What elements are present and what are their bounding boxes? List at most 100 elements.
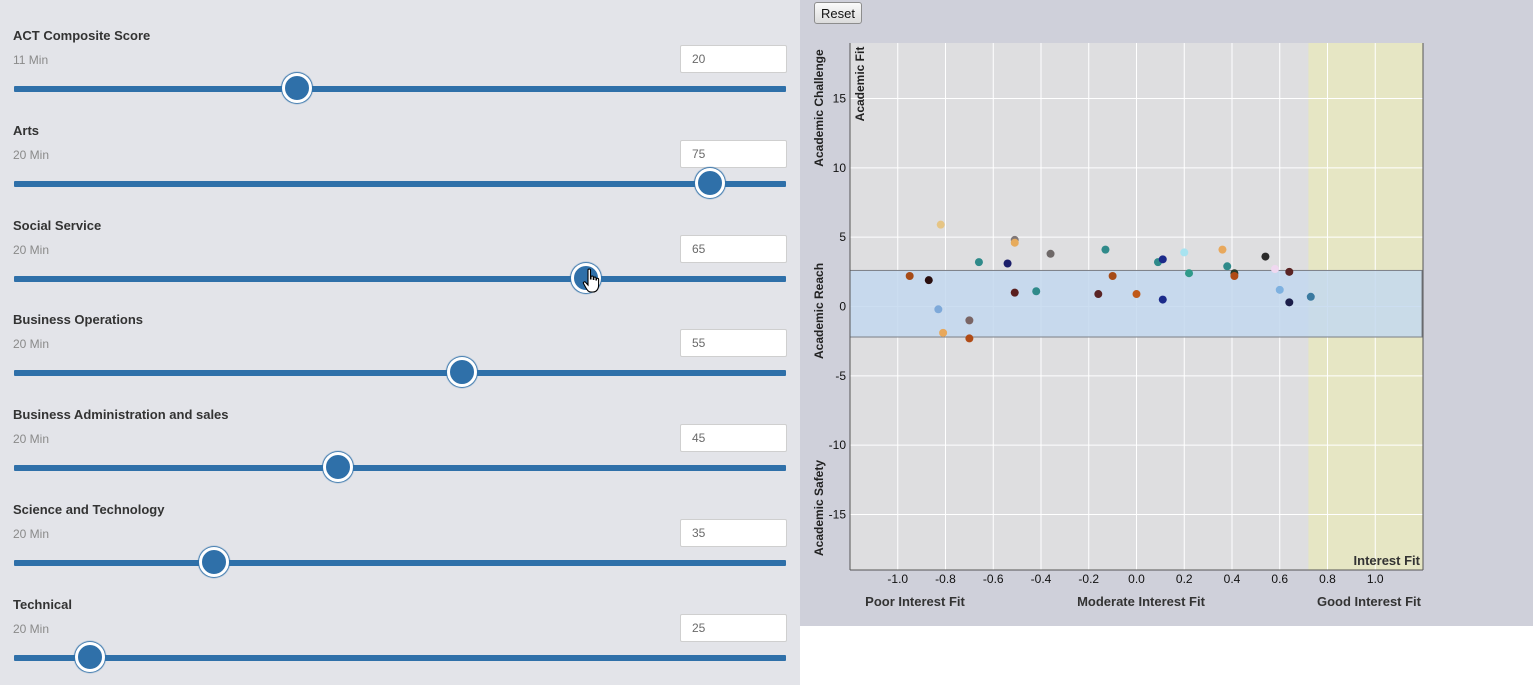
college-point bbox=[1218, 245, 1227, 254]
y-tick-label: 10 bbox=[833, 161, 847, 175]
slider-thumb[interactable] bbox=[694, 167, 725, 198]
slider-track[interactable] bbox=[14, 167, 786, 198]
reset-button[interactable]: Reset bbox=[814, 2, 862, 24]
academic-fit-label: Academic Fit bbox=[853, 47, 867, 122]
slider-value-input[interactable] bbox=[680, 613, 787, 642]
college-point bbox=[1306, 292, 1315, 301]
moderate-interest-fit-label: Moderate Interest Fit bbox=[1077, 594, 1206, 609]
college-point bbox=[1158, 295, 1167, 304]
college-point bbox=[1180, 248, 1189, 257]
slider-block: Social Service 20 Min bbox=[0, 198, 800, 293]
college-point bbox=[1285, 267, 1294, 276]
slider-thumb[interactable] bbox=[281, 73, 312, 103]
college-point bbox=[924, 276, 933, 285]
slider-min-label: 20 Min bbox=[13, 432, 50, 447]
x-tick-label: 0.4 bbox=[1224, 572, 1241, 586]
x-tick-label: 0.8 bbox=[1319, 572, 1336, 586]
college-point bbox=[1275, 285, 1284, 294]
slider-block: Arts 20 Min bbox=[0, 103, 800, 198]
fit-scatter-chart: -1.0 -0.8 -0.6 -0.4 -0.2 0.0 0.2 0.4 0.6 0.8 1.0 15… bbox=[812, 43, 1424, 609]
slider-track[interactable] bbox=[14, 547, 786, 577]
slider-value-input[interactable] bbox=[680, 234, 787, 263]
slider-min-label: 20 Min bbox=[13, 242, 50, 257]
y-tick-label: -10 bbox=[829, 438, 847, 452]
chart-panel: Reset -1.0 -0.8 -0.6 -0.4 -0.2 0.0 0.2 0.4 0.6 0.… bbox=[800, 0, 1533, 626]
x-tick-label: -0.4 bbox=[1031, 572, 1052, 586]
poor-interest-fit-label: Poor Interest Fit bbox=[865, 594, 965, 609]
academic-challenge-label: Academic Challenge bbox=[812, 49, 826, 167]
college-point bbox=[1101, 245, 1110, 254]
slider-block: Science and Technology 20 Min bbox=[0, 482, 800, 577]
slider-track[interactable] bbox=[14, 357, 786, 388]
slider-min-label: 20 Min bbox=[13, 147, 50, 162]
slider-thumb[interactable] bbox=[198, 547, 229, 577]
y-tick-label: -15 bbox=[829, 508, 847, 522]
college-point bbox=[1094, 290, 1103, 299]
slider-thumb[interactable] bbox=[446, 357, 477, 388]
college-point bbox=[1046, 249, 1055, 258]
college-point bbox=[905, 271, 914, 280]
college-point bbox=[1003, 259, 1012, 268]
slider-block: Business Operations 20 Min bbox=[0, 292, 800, 388]
x-tick-label: -0.8 bbox=[935, 572, 956, 586]
slider-label: Technical bbox=[13, 596, 73, 612]
y-tick-label: 0 bbox=[839, 300, 846, 314]
slider-thumb[interactable] bbox=[323, 452, 354, 483]
x-tick-label: -0.6 bbox=[983, 572, 1004, 586]
slider-min-label: 20 Min bbox=[13, 337, 50, 352]
x-tick-label: 0.6 bbox=[1271, 572, 1288, 586]
slider-label: Business Operations bbox=[13, 312, 144, 328]
slider-track[interactable] bbox=[14, 73, 786, 103]
slider-label: ACT Composite Score bbox=[13, 28, 151, 43]
good-interest-fit-label: Good Interest Fit bbox=[1317, 594, 1422, 609]
college-point bbox=[965, 316, 974, 325]
slider-label: Social Service bbox=[13, 217, 102, 233]
x-tick-label: 0.2 bbox=[1176, 572, 1193, 586]
slider-track[interactable] bbox=[14, 452, 786, 483]
college-point bbox=[974, 258, 983, 267]
slider-track[interactable] bbox=[14, 641, 786, 672]
slider-label: Science and Technology bbox=[13, 502, 165, 517]
college-point bbox=[1270, 265, 1279, 274]
academic-reach-label: Academic Reach bbox=[812, 263, 826, 359]
interest-fit-label: Interest Fit bbox=[1354, 553, 1421, 568]
slider-value-input[interactable] bbox=[680, 139, 787, 168]
college-point bbox=[1261, 252, 1270, 261]
slider-block: Technical 20 Min bbox=[0, 577, 800, 672]
college-point bbox=[1108, 271, 1117, 280]
slider-block: ACT Composite Score 11 Min bbox=[0, 8, 800, 103]
slider-value-input[interactable] bbox=[680, 519, 787, 547]
college-point bbox=[934, 305, 943, 314]
college-point bbox=[965, 334, 974, 343]
y-tick-label: 5 bbox=[839, 230, 846, 244]
slider-min-label: 11 Min bbox=[13, 53, 49, 67]
slider-thumb[interactable] bbox=[74, 641, 105, 672]
college-point bbox=[1010, 288, 1019, 297]
slider-value-input[interactable] bbox=[680, 45, 787, 73]
y-tick-label: -5 bbox=[835, 369, 846, 383]
slider-track[interactable] bbox=[14, 262, 786, 293]
x-tick-label: 1.0 bbox=[1367, 572, 1384, 586]
college-point bbox=[1230, 271, 1239, 280]
y-tick-label: 15 bbox=[833, 91, 847, 105]
slider-value-input[interactable] bbox=[680, 424, 787, 453]
slider-min-label: 20 Min bbox=[13, 621, 50, 636]
academic-safety-label: Academic Safety bbox=[812, 460, 826, 556]
slider-label: Arts bbox=[13, 122, 40, 138]
college-point bbox=[1010, 238, 1019, 247]
college-point bbox=[939, 328, 948, 337]
slider-thumb[interactable] bbox=[571, 262, 602, 293]
x-tick-label: -0.2 bbox=[1078, 572, 1099, 586]
college-point bbox=[936, 220, 945, 229]
college-point bbox=[1158, 255, 1167, 264]
academic-reach-band bbox=[849, 269, 1423, 338]
college-point bbox=[1032, 287, 1041, 296]
slider-label: Business Administration and sales bbox=[13, 407, 229, 423]
slider-value-input[interactable] bbox=[680, 329, 787, 358]
college-point bbox=[1132, 290, 1141, 299]
slider-min-label: 20 Min bbox=[13, 527, 50, 541]
college-point bbox=[1185, 269, 1194, 278]
x-tick-label: 0.0 bbox=[1128, 572, 1145, 586]
college-point bbox=[1285, 298, 1294, 307]
